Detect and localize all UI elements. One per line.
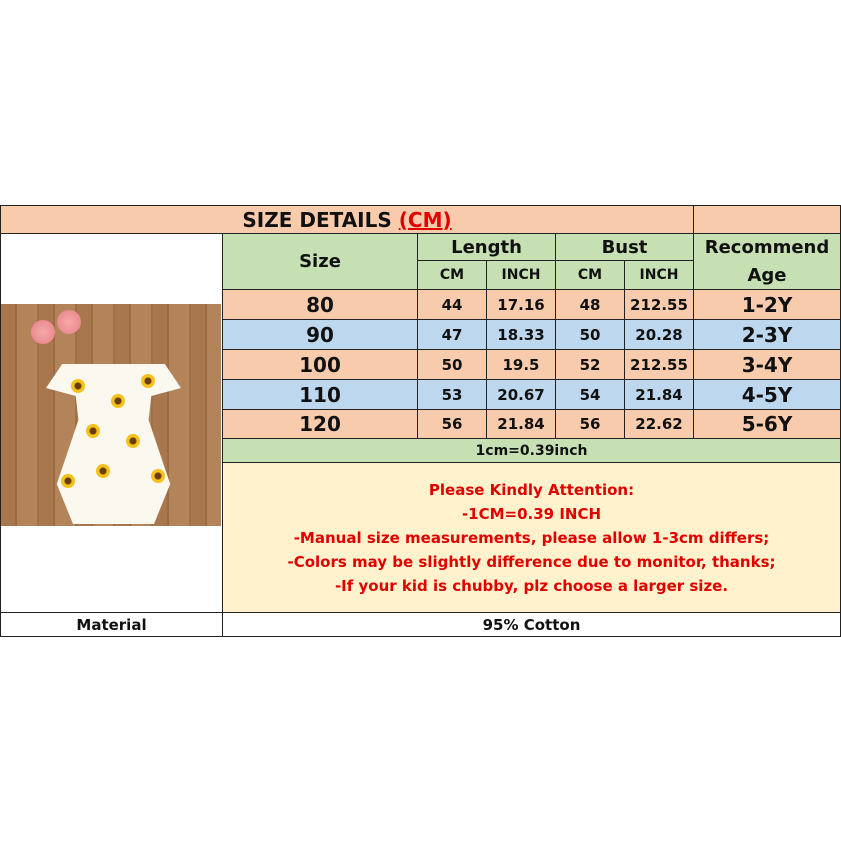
- cell-size: 90: [222, 319, 418, 350]
- header-age-line2: Age: [747, 264, 787, 286]
- cell-size: 110: [222, 379, 418, 410]
- title-blank-cell: [693, 205, 841, 234]
- note-line: -If your kid is chubby, plz choose a lar…: [334, 576, 729, 595]
- cell-bust-cm: 48: [555, 289, 625, 320]
- cell-length-inch: 17.16: [486, 289, 556, 320]
- cell-size: 100: [222, 349, 418, 380]
- material-value: 95% Cotton: [222, 612, 841, 637]
- cell-length-cm: 56: [417, 409, 487, 439]
- cell-length-inch: 21.84: [486, 409, 556, 439]
- header-length: Length: [417, 233, 556, 261]
- cell-size: 120: [222, 409, 418, 439]
- header-length-inch: INCH: [486, 260, 556, 290]
- cell-length-cm: 50: [417, 349, 487, 380]
- cell-bust-cm: 54: [555, 379, 625, 410]
- header-bust: Bust: [555, 233, 694, 261]
- cell-size: 80: [222, 289, 418, 320]
- cell-age: 2-3Y: [693, 319, 841, 350]
- cell-length-cm: 47: [417, 319, 487, 350]
- header-recommend-age: Recommend Age: [693, 233, 841, 290]
- cell-age: 4-5Y: [693, 379, 841, 410]
- cell-age: 1-2Y: [693, 289, 841, 320]
- note-line: -1CM=0.39 INCH: [461, 504, 602, 523]
- cell-bust-cm: 50: [555, 319, 625, 350]
- cell-bust-inch: 20.28: [624, 319, 694, 350]
- size-details-title: SIZE DETAILS (CM): [0, 205, 694, 234]
- cell-length-cm: 53: [417, 379, 487, 410]
- title-unit: (CM): [398, 207, 452, 232]
- cell-length-inch: 20.67: [486, 379, 556, 410]
- header-bust-cm: CM: [555, 260, 625, 290]
- cell-bust-inch: 212.55: [624, 349, 694, 380]
- conversion-note: 1cm=0.39inch: [222, 438, 841, 463]
- cell-bust-inch: 212.55: [624, 289, 694, 320]
- cell-length-inch: 18.33: [486, 319, 556, 350]
- cell-age: 5-6Y: [693, 409, 841, 439]
- cell-length-inch: 19.5: [486, 349, 556, 380]
- header-age-line1: Recommend: [704, 236, 830, 258]
- header-size: Size: [222, 233, 418, 290]
- header-bust-inch: INCH: [624, 260, 694, 290]
- cell-bust-cm: 56: [555, 409, 625, 439]
- cell-bust-cm: 52: [555, 349, 625, 380]
- product-photo: [1, 304, 221, 526]
- attention-notes: Please Kindly Attention: -1CM=0.39 INCH …: [222, 462, 841, 613]
- title-text: SIZE DETAILS: [242, 207, 392, 232]
- material-label: Material: [0, 612, 223, 637]
- note-line: -Manual size measurements, please allow …: [293, 528, 770, 547]
- note-line: -Colors may be slightly difference due t…: [287, 552, 776, 571]
- cell-length-cm: 44: [417, 289, 487, 320]
- cell-bust-inch: 22.62: [624, 409, 694, 439]
- cell-age: 3-4Y: [693, 349, 841, 380]
- cell-bust-inch: 21.84: [624, 379, 694, 410]
- header-length-cm: CM: [417, 260, 487, 290]
- note-line: Please Kindly Attention:: [428, 480, 635, 499]
